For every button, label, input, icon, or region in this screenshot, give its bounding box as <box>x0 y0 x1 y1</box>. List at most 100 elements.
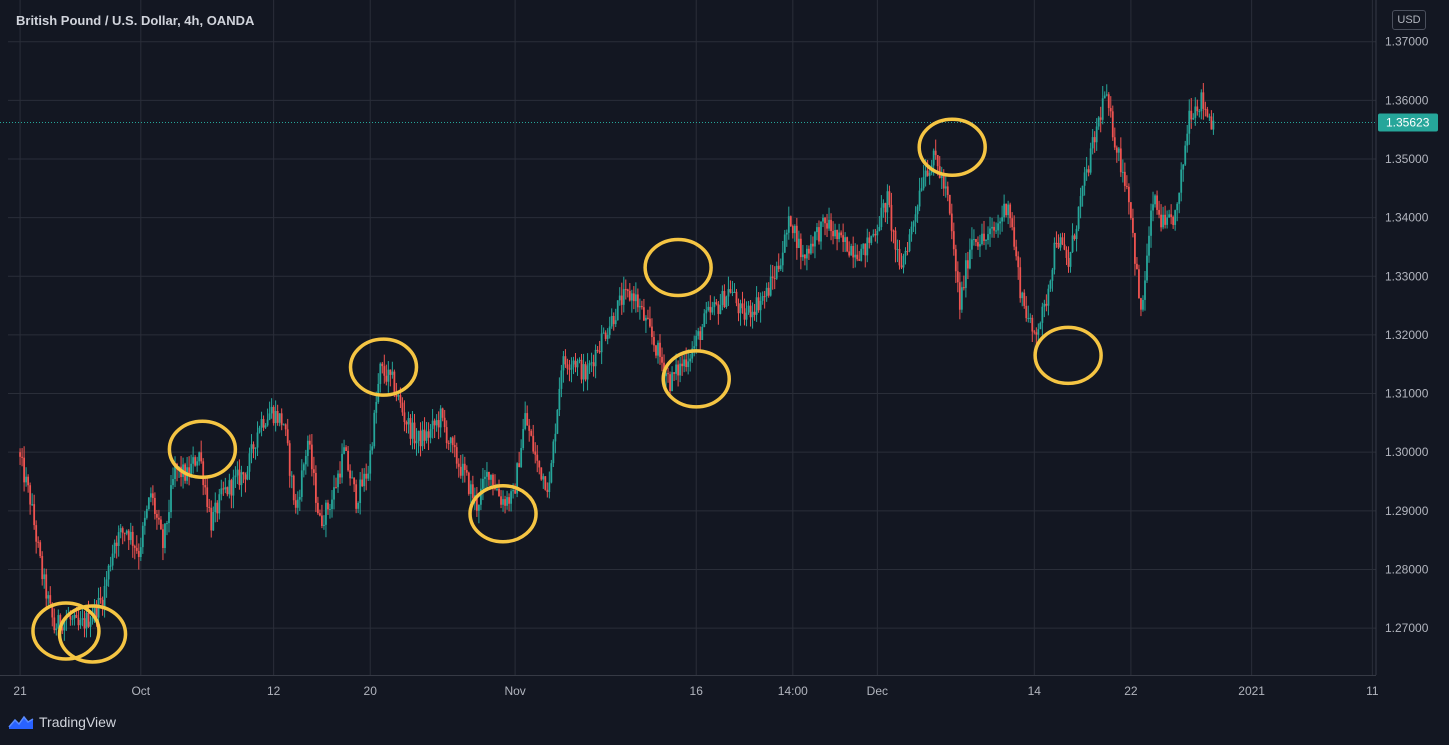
candle-body <box>160 519 162 530</box>
candle-body <box>244 474 247 480</box>
candle-body <box>399 395 402 403</box>
candle-body <box>1085 169 1088 173</box>
candle-body <box>820 221 822 242</box>
candle-body <box>341 453 343 478</box>
candle-body <box>735 291 738 304</box>
candle-body <box>638 306 641 308</box>
chart-title: British Pound / U.S. Dollar, 4h, OANDA <box>16 13 255 28</box>
candle-body <box>592 362 595 367</box>
candle-body <box>236 469 239 476</box>
brand-name: TradingView <box>39 714 117 730</box>
candle-body <box>89 621 92 627</box>
candle-body <box>69 615 72 620</box>
candle-body <box>403 412 406 422</box>
candle-body <box>190 463 193 476</box>
candle-body <box>761 296 764 301</box>
candle-body <box>439 408 442 428</box>
candle-body <box>894 230 897 250</box>
candle-body <box>1188 110 1191 134</box>
candle-body <box>691 348 694 359</box>
candle-body <box>651 326 653 338</box>
candle-body <box>1033 331 1036 333</box>
candle-body <box>312 469 315 473</box>
candle-body <box>1063 244 1066 250</box>
candle-body <box>620 295 623 305</box>
candle-body <box>381 363 384 367</box>
candle-body <box>904 250 907 256</box>
tradingview-brand[interactable]: TradingView <box>8 714 116 730</box>
candle-body <box>1027 317 1030 319</box>
candle-body <box>719 305 722 314</box>
candle-body <box>81 618 84 620</box>
candle-body <box>987 234 989 240</box>
candle-body <box>365 473 368 479</box>
candle-body <box>1113 137 1116 148</box>
candle-body <box>1119 148 1122 173</box>
candle-body <box>562 356 565 371</box>
candle-body <box>349 470 352 479</box>
candle-body <box>457 463 460 467</box>
currency-label[interactable]: USD <box>1392 10 1426 30</box>
candle-body <box>721 290 724 306</box>
candle-body <box>393 371 396 395</box>
candle-body <box>910 226 913 235</box>
candle-body <box>564 356 567 365</box>
candle-body <box>950 213 953 232</box>
candle-body <box>121 528 124 533</box>
candle-body <box>129 531 132 541</box>
candle-body <box>85 612 88 629</box>
candle-body <box>628 290 631 301</box>
candle-body <box>532 435 535 452</box>
candle-body <box>371 446 374 451</box>
candle-body <box>874 233 877 236</box>
candle-body <box>1111 111 1114 138</box>
candle-body <box>725 296 728 307</box>
candle-body <box>230 480 233 496</box>
last-price-label: 1.35623 <box>1386 115 1430 129</box>
candle-body <box>512 490 515 492</box>
candle-body <box>240 472 243 486</box>
candle-body <box>361 479 364 487</box>
candle-body <box>25 476 28 483</box>
candle-body <box>296 499 299 508</box>
tradingview-logo-icon <box>8 715 34 729</box>
candle-body <box>204 485 207 488</box>
candle-body <box>1071 235 1074 252</box>
candle-body <box>29 485 32 505</box>
candle-body <box>401 402 404 413</box>
candle-body <box>53 617 56 631</box>
candle-body <box>560 370 563 389</box>
candle-body <box>377 383 380 402</box>
highlight-circles <box>31 117 1103 664</box>
candle-body <box>934 150 937 156</box>
candle-body <box>1182 164 1185 170</box>
candle-body <box>956 271 959 283</box>
candle-body <box>149 493 152 498</box>
candle-body <box>687 361 690 368</box>
candle-body <box>1013 227 1016 247</box>
candle-body <box>958 282 961 310</box>
candle-body <box>111 553 114 566</box>
candle-body <box>123 532 126 534</box>
x-tick-label: 11 <box>1366 684 1379 698</box>
candle-body <box>415 440 418 444</box>
candle-body <box>747 305 750 313</box>
y-tick-label: 1.35000 <box>1385 152 1429 166</box>
candle-body <box>208 506 211 508</box>
candle-body <box>844 237 847 242</box>
candle-body <box>475 495 478 511</box>
candle-body <box>526 413 529 426</box>
candle-body <box>858 259 861 261</box>
candle-body <box>614 320 617 325</box>
candle-body <box>465 470 468 473</box>
candle-body <box>99 597 102 600</box>
candle-body <box>1045 303 1048 306</box>
candle-body <box>1103 95 1106 99</box>
candle-body <box>226 487 229 495</box>
candle-body <box>989 228 991 235</box>
candle-body <box>105 579 108 586</box>
candle-body <box>250 444 253 454</box>
candle-body <box>810 243 812 254</box>
candle-body <box>1198 111 1201 113</box>
